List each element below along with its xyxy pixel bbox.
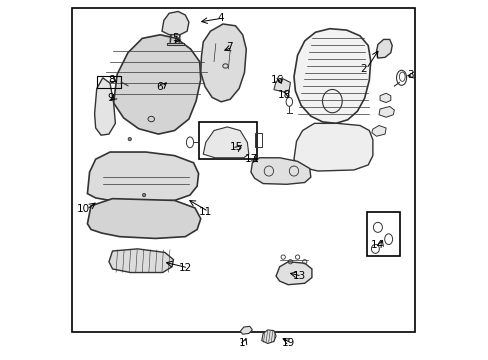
Polygon shape [167, 43, 183, 45]
Text: 2: 2 [360, 64, 366, 74]
Bar [198, 122, 256, 159]
Text: 12: 12 [178, 263, 192, 273]
Polygon shape [276, 262, 311, 285]
Text: 19: 19 [281, 338, 294, 348]
Text: 16: 16 [270, 75, 284, 85]
Text: 17: 17 [244, 154, 257, 164]
Polygon shape [203, 127, 248, 158]
Bar [97, 76, 121, 88]
Text: 18: 18 [278, 90, 291, 100]
Bar [254, 133, 261, 147]
Polygon shape [87, 199, 201, 238]
Polygon shape [94, 78, 115, 135]
Polygon shape [378, 107, 394, 117]
Text: 15: 15 [229, 142, 243, 152]
Polygon shape [109, 249, 173, 273]
Text: 5: 5 [172, 33, 179, 43]
Polygon shape [87, 152, 198, 202]
Polygon shape [379, 93, 390, 103]
Text: 14: 14 [370, 240, 384, 250]
Polygon shape [371, 126, 386, 136]
Ellipse shape [142, 193, 145, 197]
Text: 3: 3 [406, 70, 413, 80]
Polygon shape [113, 35, 201, 134]
Text: 6: 6 [156, 82, 162, 92]
Text: 4: 4 [218, 13, 224, 23]
Polygon shape [240, 326, 252, 334]
Polygon shape [273, 79, 290, 92]
Text: 9: 9 [107, 93, 114, 103]
Text: 13: 13 [292, 271, 305, 281]
Polygon shape [162, 12, 188, 35]
Text: 7: 7 [225, 42, 232, 52]
Text: 11: 11 [199, 207, 212, 217]
Polygon shape [376, 40, 391, 58]
Text: 1: 1 [238, 338, 244, 348]
Ellipse shape [128, 138, 131, 141]
Polygon shape [250, 158, 310, 184]
Polygon shape [293, 29, 370, 123]
Polygon shape [261, 330, 276, 343]
Text: 10: 10 [77, 204, 90, 215]
Bar [366, 212, 399, 256]
Polygon shape [201, 24, 246, 102]
Polygon shape [293, 123, 372, 171]
Text: 8: 8 [107, 75, 114, 85]
